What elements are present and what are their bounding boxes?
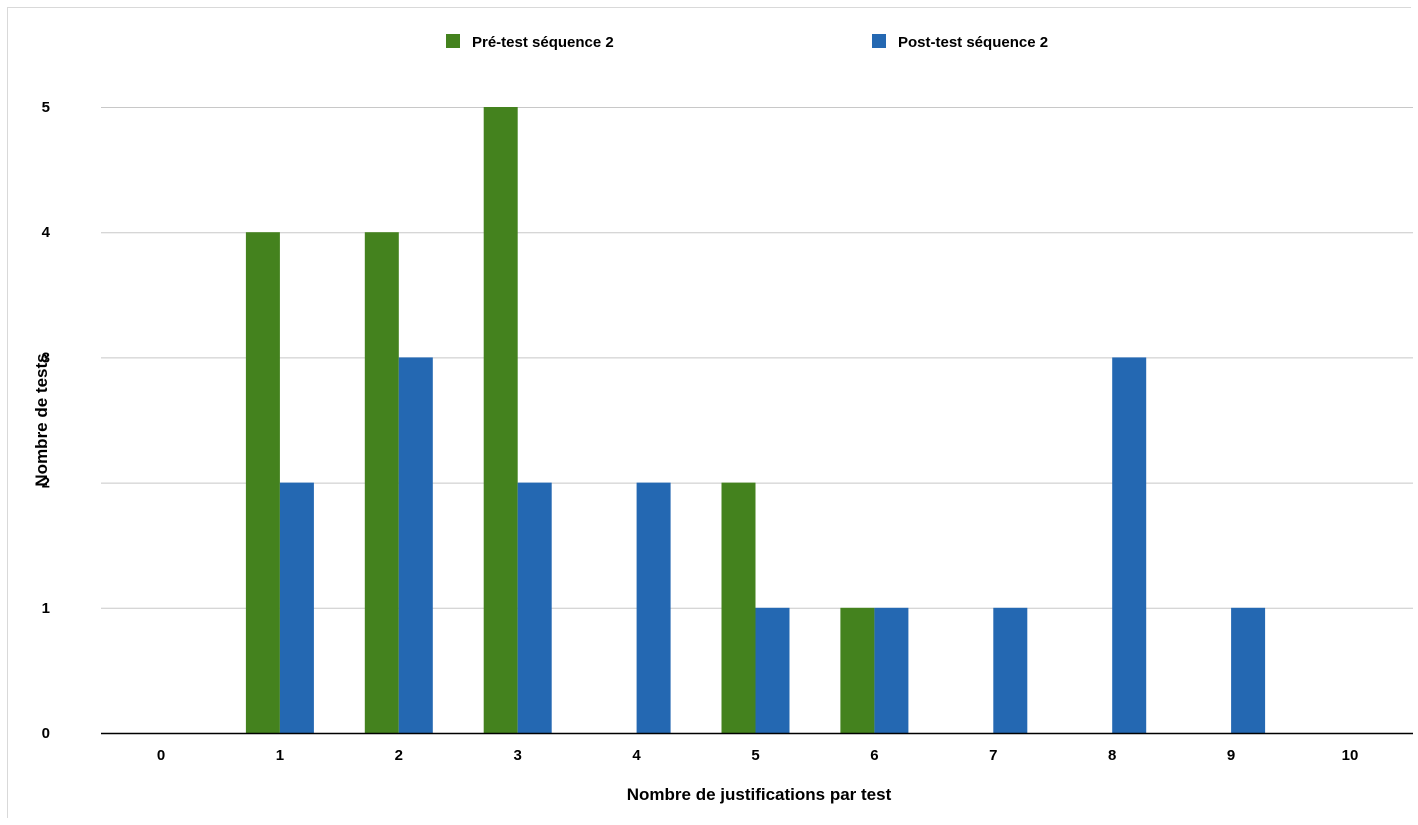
bar-pre-test-6 <box>840 607 875 733</box>
x-tick-label-5: 5 <box>751 747 759 764</box>
bar-post-test-9 <box>1231 607 1266 733</box>
bar-pre-test-5 <box>721 482 756 733</box>
y-tick-label-4: 4 <box>42 224 51 241</box>
x-tick-label-7: 7 <box>989 747 997 764</box>
bar-pre-test-3 <box>483 107 518 733</box>
legend-swatch-post-test <box>872 34 886 48</box>
bar-post-test-5 <box>755 607 790 733</box>
legend-item-pre-test: Pré-test séquence 2 <box>446 34 614 51</box>
bar-pre-test-2 <box>364 232 399 733</box>
x-tick-label-4: 4 <box>632 747 641 764</box>
x-tick-label-6: 6 <box>870 747 878 764</box>
chart-frame <box>7 7 1411 818</box>
bar-post-test-2 <box>398 357 433 733</box>
y-tick-label-1: 1 <box>42 600 50 617</box>
legend-item-post-test: Post-test séquence 2 <box>872 34 1048 51</box>
bar-post-test-7 <box>993 607 1028 733</box>
x-tick-label-9: 9 <box>1227 747 1235 764</box>
bar-pre-test-1 <box>245 232 280 733</box>
bars <box>245 107 1266 733</box>
x-tick-labels: 0 1 2 3 4 5 6 7 8 9 10 <box>157 747 1359 764</box>
y-tick-label-0: 0 <box>42 725 50 742</box>
y-tick-label-3: 3 <box>42 349 50 366</box>
x-tick-label-3: 3 <box>514 747 522 764</box>
x-tick-label-10: 10 <box>1342 747 1359 764</box>
bar-post-test-3 <box>517 482 552 733</box>
x-tick-label-1: 1 <box>276 747 284 764</box>
legend-swatch-pre-test <box>446 34 460 48</box>
y-axis-title: Nombre de tests <box>32 353 51 486</box>
x-tick-label-8: 8 <box>1108 747 1116 764</box>
legend: Pré-test séquence 2 Post-test séquence 2 <box>446 34 1048 51</box>
x-tick-label-0: 0 <box>157 747 165 764</box>
y-tick-label-2: 2 <box>42 475 50 492</box>
bar-post-test-8 <box>1112 357 1147 733</box>
x-axis-title: Nombre de justifications par test <box>627 785 892 804</box>
y-tick-labels: 0 1 2 3 4 5 <box>42 99 51 742</box>
legend-label-post-test: Post-test séquence 2 <box>898 34 1048 51</box>
bar-post-test-6 <box>874 607 909 733</box>
x-tick-label-2: 2 <box>395 747 403 764</box>
bar-post-test-1 <box>279 482 314 733</box>
legend-label-pre-test: Pré-test séquence 2 <box>472 34 614 51</box>
bar-post-test-4 <box>636 482 671 733</box>
y-tick-label-5: 5 <box>42 99 50 116</box>
